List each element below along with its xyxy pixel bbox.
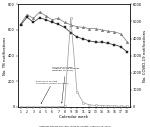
X-axis label: Calendar week: Calendar week (59, 115, 88, 119)
Y-axis label: No. COVID-19 notifications: No. COVID-19 notifications (143, 30, 147, 82)
Text: Infectious disease alert level raised to 'highest' (February 23, 2020): Infectious disease alert level raised to… (39, 125, 111, 127)
Y-axis label: No. TB notifications: No. TB notifications (3, 36, 7, 75)
Text: First COVID-19 case
notification (January 20, 2020): First COVID-19 case notification (Januar… (36, 81, 69, 104)
Text: COVID-19 outbreak
linked to church outbreak
(February 18, 2020): COVID-19 outbreak linked to church outbr… (52, 67, 79, 103)
